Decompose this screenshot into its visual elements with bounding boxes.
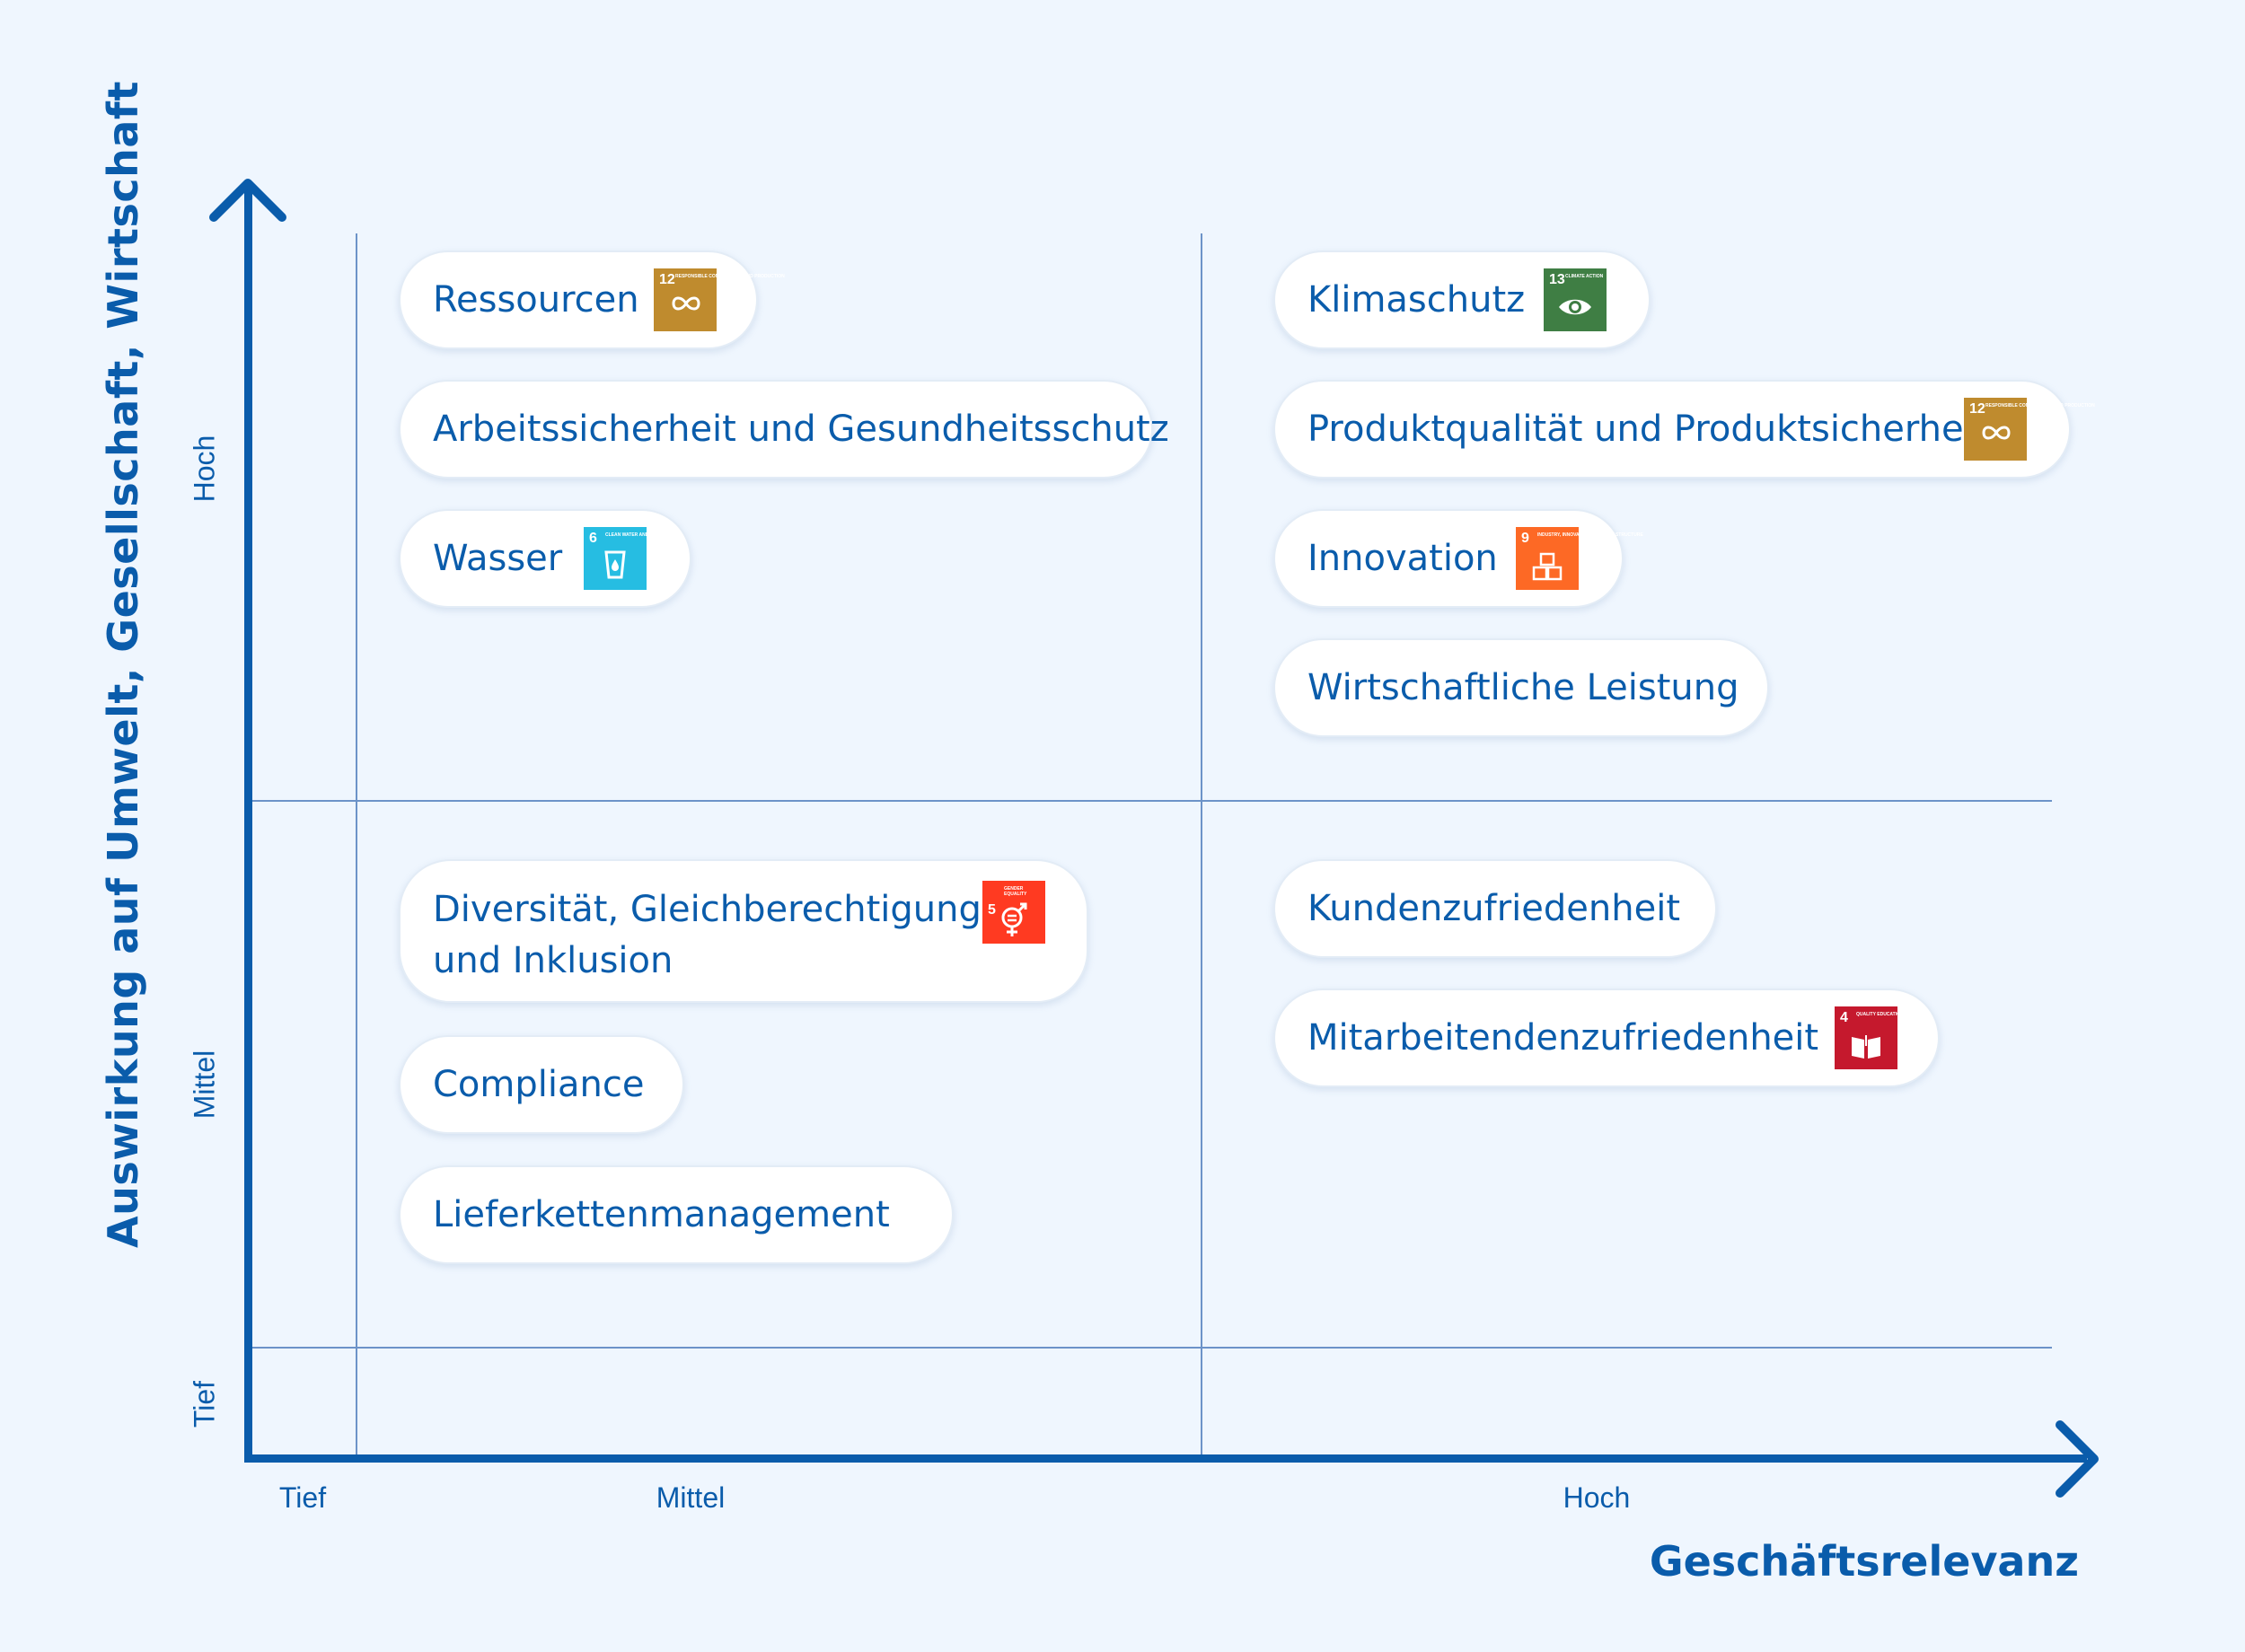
sdg-9-badge: 9 INDUSTRY, INNOVATION AND INFRASTRUCTUR…: [1516, 527, 1643, 590]
topic-klimaschutz: Klimaschutz 13 CLIMATE ACTION: [1273, 250, 1651, 349]
grid-horizontal-hoch-mittel: [251, 800, 2052, 802]
y-tick-hoch: Hoch: [188, 435, 221, 503]
x-tick-hoch: Hoch: [1563, 1481, 1631, 1514]
y-tick-mittel: Mittel: [188, 1050, 221, 1120]
topic-arbeitssicherheit: Arbeitssicherheit und Gesundheitsschutz: [399, 380, 1169, 479]
topic-label: Wasser: [433, 538, 563, 579]
topic-label: Diversität, Gleichberechtigung und Inklu…: [433, 884, 982, 987]
x-tick-tief: Tief: [278, 1481, 327, 1514]
sdg-12-badge: 12 RESPONSIBLE CONSUMPTION AND PRODUCTIO…: [1964, 398, 2095, 461]
sdg-6-badge: 6 CLEAN WATER AND SANITATION: [584, 527, 677, 590]
topic-label-line-2: und Inklusion: [433, 940, 674, 981]
topic-label: Lieferkettenmanagement: [433, 1194, 890, 1235]
grid-horizontal-mittel-tief: [251, 1347, 2052, 1349]
topic-label: Innovation: [1307, 538, 1498, 579]
topic-label: Wirtschaftliche Leistung: [1307, 667, 1739, 708]
topic-produktqualitaet: Produktqualität und Produktsicherheit 12…: [1273, 380, 2095, 479]
topic-label: Klimaschutz: [1307, 279, 1526, 321]
topic-label-line-1: Diversität, Gleichberechtigung: [433, 889, 982, 930]
topic-kundenzufriedenheit: Kundenzufriedenheit: [1273, 859, 1717, 958]
x-tick-mittel: Mittel: [656, 1481, 726, 1514]
topic-wasser: Wasser 6 CLEAN WATER AND SANITATION: [399, 509, 691, 608]
eye-globe-icon: [1559, 299, 1591, 315]
topic-label: Compliance: [433, 1064, 645, 1105]
sdg-4-badge: 4 QUALITY EDUCATION: [1835, 1006, 1904, 1069]
grid-vertical-tief: [356, 233, 357, 1454]
y-axis-title: Auswirkung auf Umwelt, Gesellschaft, Wir…: [99, 81, 147, 1248]
topic-mitarbeitendenzufriedenheit: Mitarbeitendenzufriedenheit 4 QUALITY ED…: [1273, 989, 1940, 1087]
x-axis-arrowhead: [2056, 1420, 2099, 1498]
sdg-13-badge: 13 CLIMATE ACTION: [1544, 268, 1607, 331]
topic-label: Mitarbeitendenzufriedenheit: [1307, 1017, 1819, 1059]
topic-label: Produktqualität und Produktsicherheit: [1307, 409, 1988, 450]
open-book-icon: [1852, 1035, 1880, 1059]
x-axis-line: [244, 1454, 2087, 1463]
y-tick-tief: Tief: [188, 1380, 221, 1428]
gender-equality-icon: [1001, 902, 1027, 936]
y-axis-line: [244, 184, 252, 1463]
topic-label: Arbeitssicherheit und Gesundheitsschutz: [433, 409, 1169, 450]
grid-vertical-mittel-hoch: [1201, 233, 1202, 1454]
topic-label: Kundenzufriedenheit: [1307, 888, 1680, 929]
topic-ressourcen: Ressourcen 12 RESPONSIBLE CONSUMPTION AN…: [399, 250, 785, 349]
water-glass-icon: [604, 550, 626, 579]
topic-compliance: Compliance: [399, 1035, 684, 1134]
cubes-icon: [1532, 552, 1563, 581]
topic-diversitaet: Diversität, Gleichberechtigung und Inklu…: [399, 859, 1088, 1003]
topic-innovation: Innovation 9 INDUSTRY, INNOVATION AND IN…: [1273, 509, 1643, 608]
infinity-icon: [672, 296, 700, 311]
topic-lieferkettenmanagement: Lieferkettenmanagement: [399, 1165, 954, 1264]
y-axis-arrowhead: [209, 179, 286, 222]
topic-wirtschaftliche-leistung: Wirtschaftliche Leistung: [1273, 638, 1769, 737]
topic-label: Ressourcen: [433, 279, 639, 321]
sdg-5-badge: 5 GENDER EQUALITY: [982, 881, 1045, 944]
x-axis-title: Geschäftsrelevanz: [1649, 1537, 2079, 1586]
infinity-icon: [1982, 426, 2011, 440]
sdg-12-badge: 12 RESPONSIBLE CONSUMPTION AND PRODUCTIO…: [654, 268, 785, 331]
